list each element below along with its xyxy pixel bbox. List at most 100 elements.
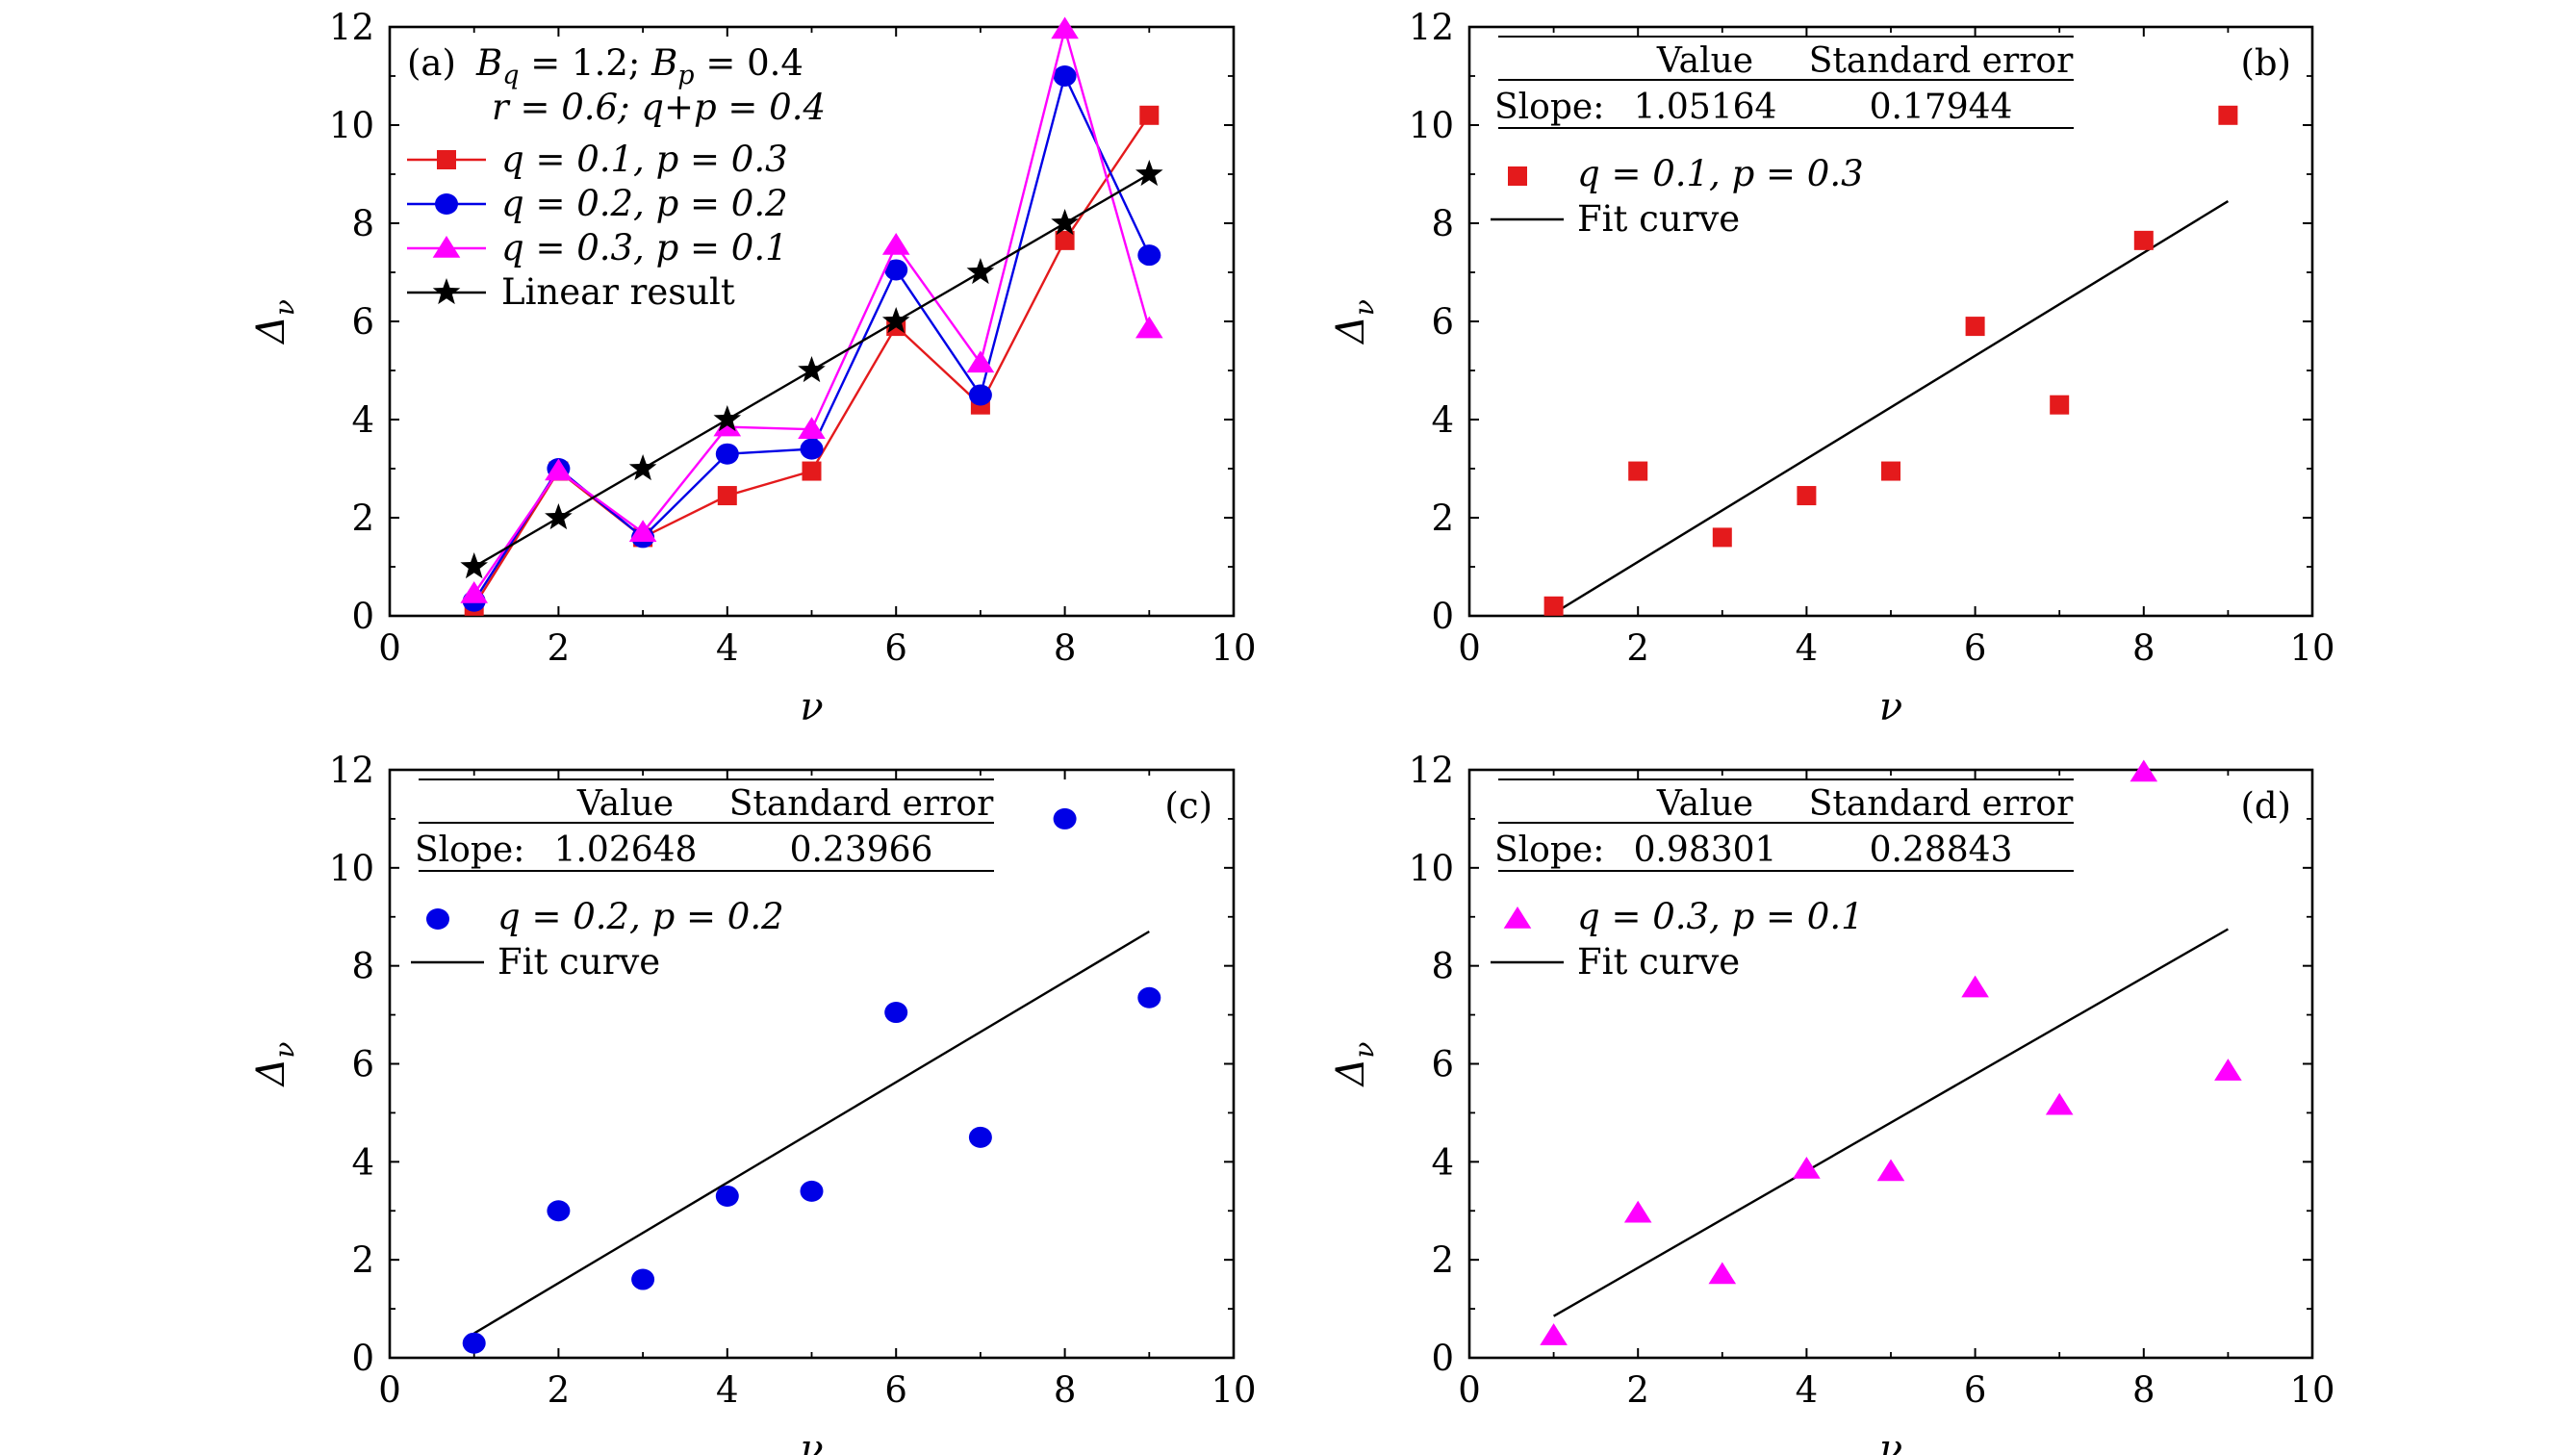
data-point <box>881 307 910 334</box>
table-row-label: Slope: <box>415 830 524 870</box>
data-point <box>966 258 995 285</box>
legend-label: q = 0.1, p = 0.3 <box>1577 153 1864 194</box>
table-slope-error: 0.17944 <box>1870 88 2013 127</box>
y-tick-label: 0 <box>351 1338 374 1379</box>
panel-a: 0 2 4 6 8 10 0 2 4 6 8 10 12 ν Δν (a) Bq = 1.2; Bp = 0.4… <box>249 7 1257 729</box>
y-tick-label: 8 <box>351 946 374 987</box>
x-tick-label: 10 <box>2289 1369 2334 1411</box>
data-point <box>1540 1323 1568 1345</box>
x-axis-title: ν <box>800 685 823 729</box>
table-slope-value: 0.98301 <box>1634 830 1777 870</box>
legend-label: q = 0.3, p = 0.1 <box>1577 896 1864 937</box>
data-point <box>2133 230 2154 250</box>
table-row-label: Slope: <box>1494 88 1604 127</box>
y-axis-title: Δν <box>249 299 300 345</box>
table-header-value: Value <box>1656 41 1753 81</box>
x-tick-label: 10 <box>1211 627 1256 669</box>
data-point <box>1708 1262 1737 1285</box>
data-point <box>2045 1092 2074 1115</box>
x-tick-label: 0 <box>378 1369 401 1411</box>
fit-curve-line <box>1552 200 2230 615</box>
fit-curve-line <box>473 930 1150 1335</box>
x-axis-title: ν <box>800 1427 823 1455</box>
panel-b: 0 2 4 6 8 10 0 2 4 6 8 10 12 ν Δν (b) Value Standard erro… <box>1329 7 2335 729</box>
legend-label: Fit curve <box>1577 941 1740 983</box>
data-point <box>881 232 910 255</box>
table-slope-error: 0.23966 <box>790 830 933 870</box>
y-tick-label: 2 <box>351 498 374 539</box>
y-tick-label: 12 <box>1409 7 1454 48</box>
data-point <box>1137 986 1161 1008</box>
data-point <box>462 1332 486 1354</box>
data-point <box>1139 105 1160 125</box>
data-point <box>884 259 908 281</box>
table-header-value: Value <box>576 784 674 824</box>
y-tick-label: 10 <box>1409 105 1454 146</box>
legend-marker <box>426 908 449 930</box>
legend-marker <box>432 278 461 305</box>
x-tick-label: 6 <box>1964 1369 1987 1411</box>
fit-statistics-table: Value Standard error Slope: 0.98301 0.28843 <box>1494 779 2074 872</box>
legend-entry-fit: Fit curve <box>411 941 660 983</box>
panel-tag: (a) <box>407 42 456 84</box>
data-series-circle <box>462 807 1161 1354</box>
data-point <box>2218 105 2238 125</box>
data-point <box>1623 1200 1652 1223</box>
x-tick-label: 8 <box>2132 1369 2155 1411</box>
data-point <box>1055 230 1075 250</box>
data-point <box>884 1002 908 1024</box>
legend-label: q = 0.1, p = 0.3 <box>501 139 788 180</box>
legend-entry-series: q = 0.2, p = 0.2 <box>426 896 784 937</box>
data-point <box>628 454 657 481</box>
legend-entry-series: q = 0.1, p = 0.3 <box>1508 153 1864 194</box>
data-point <box>1135 160 1163 187</box>
x-tick-label: 6 <box>884 627 907 669</box>
table-header-standard-error: Standard error <box>1809 784 2074 824</box>
y-tick-label: 4 <box>1431 1141 1454 1183</box>
data-point <box>631 1268 655 1290</box>
data-point <box>713 405 742 432</box>
legend-label: q = 0.3, p = 0.1 <box>501 227 788 268</box>
legend-marker <box>1508 166 1527 186</box>
x-tick-label: 4 <box>1796 627 1819 669</box>
fit-statistics-table: Value Standard error Slope: 1.05164 0.17944 <box>1494 36 2074 129</box>
y-tick-label: 8 <box>351 203 374 244</box>
table-slope-error: 0.28843 <box>1870 830 2013 870</box>
data-point <box>800 438 824 460</box>
y-tick-label: 10 <box>329 105 374 146</box>
data-point <box>2130 759 2158 782</box>
y-tick-label: 4 <box>1431 399 1454 441</box>
data-point <box>460 552 488 579</box>
y-tick-label: 0 <box>1431 1338 1454 1379</box>
y-axis-title: Δν <box>249 1042 300 1088</box>
y-tick-label: 4 <box>351 1141 374 1183</box>
data-point <box>798 356 826 383</box>
y-tick-label: 10 <box>329 848 374 889</box>
table-slope-value: 1.05164 <box>1634 88 1777 127</box>
x-tick-label: 10 <box>2289 627 2334 669</box>
data-point <box>628 520 657 543</box>
legend-label: Fit curve <box>1577 198 1740 240</box>
data-point <box>2050 395 2070 415</box>
data-point <box>1628 461 1648 481</box>
data-series-triangle <box>460 16 1163 603</box>
y-tick-label: 2 <box>1431 1239 1454 1281</box>
y-tick-label: 2 <box>1431 498 1454 539</box>
data-point <box>1965 317 1985 337</box>
y-axis-title: Δν <box>1329 299 1380 345</box>
data-point <box>1051 16 1079 39</box>
data-series-square <box>1543 105 2238 616</box>
legend-marker <box>1503 906 1532 929</box>
panel-tag: (c) <box>1164 785 1212 827</box>
data-point <box>545 503 573 530</box>
y-axis-title: Δν <box>1329 1042 1380 1088</box>
data-point <box>715 443 739 465</box>
x-tick-label: 2 <box>548 1369 571 1411</box>
data-point <box>1793 1156 1821 1179</box>
data-point <box>547 1200 571 1222</box>
data-point <box>1876 1159 1905 1182</box>
parameter-text-line1: Bq = 1.2; Bp = 0.4 <box>475 42 803 90</box>
data-point <box>1543 596 1564 616</box>
x-tick-label: 4 <box>716 627 739 669</box>
fit-curve-line <box>1553 928 2229 1317</box>
